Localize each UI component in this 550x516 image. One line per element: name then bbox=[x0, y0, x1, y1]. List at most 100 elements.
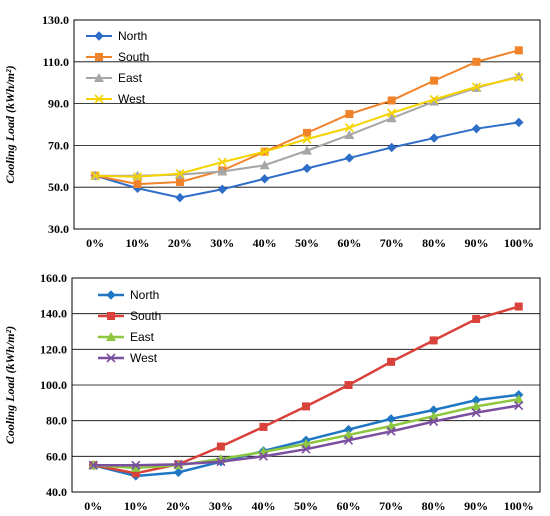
data-point bbox=[131, 460, 141, 470]
data-point bbox=[88, 460, 98, 470]
series-west bbox=[88, 400, 524, 470]
legend: North South East West bbox=[86, 29, 149, 106]
legend-item-south: South bbox=[86, 50, 149, 64]
data-point bbox=[217, 157, 227, 167]
data-point bbox=[90, 171, 100, 181]
data-point bbox=[175, 169, 185, 179]
x-tick-label: 40% bbox=[251, 499, 275, 513]
data-point bbox=[133, 180, 142, 189]
legend-marker bbox=[106, 353, 116, 363]
legend-label: West bbox=[118, 92, 146, 106]
data-point bbox=[429, 94, 439, 104]
legend-marker bbox=[106, 290, 116, 300]
chart-1: 30.0 50.0 70.0 90.0 110.0 130.0 0% 10% 20% 30% 40%… bbox=[3, 13, 541, 250]
data-point bbox=[302, 134, 312, 144]
y-tick-label: 140.0 bbox=[40, 307, 67, 321]
legend-item-east: East bbox=[86, 71, 143, 85]
data-point bbox=[344, 381, 353, 389]
data-point bbox=[216, 457, 226, 467]
legend-item-west: West bbox=[86, 92, 146, 106]
y-tick-label: 30.0 bbox=[48, 222, 69, 236]
legend-item-west: West bbox=[98, 351, 158, 365]
x-tick-label: 30% bbox=[210, 236, 234, 250]
data-point bbox=[132, 172, 143, 182]
x-tick-label: 10% bbox=[124, 499, 148, 513]
data-point bbox=[173, 459, 183, 469]
y-tick-label: 100.0 bbox=[40, 378, 67, 392]
legend-label: North bbox=[118, 29, 147, 43]
y-tick-label: 90.0 bbox=[48, 97, 69, 111]
data-point bbox=[259, 160, 270, 170]
x-tick-label: 20% bbox=[168, 236, 192, 250]
series-east bbox=[90, 71, 524, 180]
legend-marker bbox=[94, 94, 104, 104]
y-tick-label: 110.0 bbox=[43, 55, 69, 69]
y-tick-label: 130.0 bbox=[42, 13, 69, 27]
data-point bbox=[344, 123, 354, 133]
data-point bbox=[472, 57, 481, 66]
x-tick-label: 90% bbox=[464, 499, 488, 513]
x-tick-label: 100% bbox=[504, 236, 534, 250]
data-point bbox=[387, 108, 397, 118]
x-tick-label: 90% bbox=[464, 236, 488, 250]
data-point bbox=[131, 469, 140, 478]
legend-label: East bbox=[130, 330, 155, 344]
data-point bbox=[302, 402, 310, 411]
x-tick-label: 100% bbox=[504, 499, 534, 513]
legend-label: West bbox=[130, 351, 158, 365]
data-point bbox=[471, 408, 481, 418]
legend-marker bbox=[95, 53, 103, 61]
legend-marker bbox=[94, 31, 104, 41]
legend-item-north: North bbox=[86, 29, 147, 43]
data-point bbox=[430, 76, 439, 85]
series-south bbox=[89, 302, 523, 478]
series-west bbox=[90, 72, 524, 182]
x-tick-label: 10% bbox=[126, 236, 150, 250]
data-point bbox=[429, 416, 439, 427]
data-point bbox=[513, 394, 524, 404]
x-tick-label: 0% bbox=[86, 236, 104, 250]
data-point bbox=[471, 123, 482, 134]
data-point bbox=[303, 128, 311, 137]
series-line bbox=[95, 75, 520, 177]
data-point bbox=[472, 315, 481, 324]
series-line bbox=[95, 76, 520, 178]
data-point bbox=[429, 96, 440, 106]
legend-label: South bbox=[130, 309, 161, 323]
data-point bbox=[514, 46, 523, 55]
y-tick-label: 40.0 bbox=[46, 485, 67, 499]
y-axis-label: Cooling Load (kWh/m²) bbox=[3, 65, 17, 183]
data-point bbox=[471, 82, 482, 92]
x-tick-label: 40% bbox=[253, 236, 277, 250]
data-point bbox=[345, 110, 354, 119]
x-tick-label: 50% bbox=[294, 499, 318, 513]
y-tick-label: 60.0 bbox=[46, 449, 67, 463]
legend-item-south: South bbox=[98, 309, 161, 323]
data-point bbox=[217, 184, 227, 194]
data-point bbox=[344, 153, 355, 163]
legend-item-east: East bbox=[98, 330, 155, 344]
data-point bbox=[387, 96, 396, 105]
data-point bbox=[259, 174, 270, 184]
y-tick-label: 160.0 bbox=[40, 271, 67, 285]
x-tick-label: 80% bbox=[422, 236, 446, 250]
data-point bbox=[217, 166, 228, 176]
y-tick-label: 80.0 bbox=[46, 414, 67, 428]
y-axis-label: Cooling Load (kWh/m²) bbox=[3, 326, 17, 444]
x-tick-label: 70% bbox=[379, 499, 403, 513]
y-tick-label: 120.0 bbox=[40, 342, 67, 356]
data-point bbox=[514, 302, 523, 311]
legend-label: East bbox=[118, 71, 143, 85]
data-point bbox=[260, 147, 270, 157]
data-point bbox=[259, 422, 268, 431]
x-tick-label: 0% bbox=[84, 499, 102, 513]
y-tick-label: 50.0 bbox=[48, 180, 69, 194]
data-point bbox=[386, 113, 397, 123]
legend-marker bbox=[107, 312, 115, 320]
data-point bbox=[302, 145, 312, 155]
data-point bbox=[514, 400, 524, 411]
data-point bbox=[173, 467, 184, 478]
data-point bbox=[216, 442, 225, 451]
series-north bbox=[90, 117, 524, 203]
